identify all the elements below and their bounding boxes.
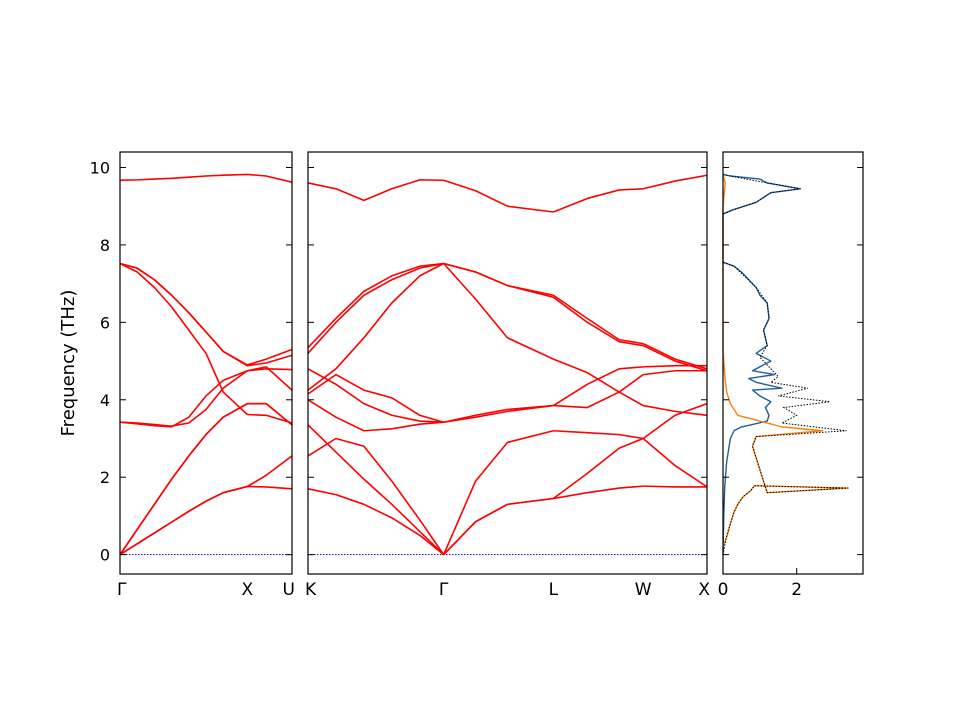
y-tick-label: 8 [100,236,110,255]
phonon-branch-17 [443,262,554,297]
phonon-branch-4 [307,368,444,424]
phonon-branch-8 [307,373,444,423]
phonon-branch-15 [443,262,554,360]
phonon-branch-18 [443,179,554,213]
y-tick-label: 0 [100,546,110,565]
phonon-branch-27 [553,187,644,213]
phonon-branch-24 [553,358,644,407]
dos-curve-2 [722,173,849,555]
phonon-branch-34 [642,344,708,372]
x-tick-label: W [635,580,652,600]
phonon-branch-23 [552,366,644,407]
phonon-branch-26 [552,294,644,345]
x-tick-label: 2 [791,580,802,600]
x-tick-label: X [241,580,253,600]
phonon-branch-4 [119,368,293,428]
phonon-branch-0 [119,485,293,556]
y-tick-label: 10 [90,158,110,177]
x-tick-label: X [698,580,710,600]
phonon-branch-8 [119,262,293,367]
axes-frame [119,151,293,575]
phonon-branch-19 [553,485,644,500]
phonon-branch-20 [552,437,644,500]
phonon-branch-28 [643,485,707,488]
x-tick-label: Γ [439,580,449,600]
x-tick-label: Γ [117,580,127,600]
phonon-branch-29 [642,437,708,488]
phonon-branch-5 [307,262,445,391]
axes-frame [722,151,864,575]
phonon-branch-1 [119,455,293,556]
x-tick-label: 0 [718,580,729,600]
phonon-branch-9 [119,173,293,183]
phonon-branch-2 [119,402,293,556]
phonon-branch-11 [443,497,554,556]
phonon-branch-10 [443,497,554,556]
band-structure-left-panel: 0 2 4 6 8 10 Γ X U [90,151,295,600]
phonon-branch-7 [307,262,444,349]
phonon-branch-33 [643,404,708,417]
phonon-branch-36 [642,174,708,190]
dos-curve-0 [722,173,802,555]
phonon-branch-21 [553,429,644,440]
phonon-branch-5 [119,366,293,427]
phonon-branch-9 [307,179,444,202]
phonon-branch-3 [119,402,293,556]
x-tick-label: K [305,580,317,600]
x-tick-label: L [549,580,559,600]
phonon-branch-25 [552,296,644,347]
phonon-branch-14 [443,404,554,424]
phonon-branch-6 [307,262,444,354]
axes-frame [307,151,708,575]
phonon-branch-13 [443,404,554,424]
y-axis-label: Frequency (THz) [58,290,79,437]
y-tick-label: 2 [100,468,110,487]
phonon-branch-22 [553,373,644,409]
x-tick-label: U [283,580,295,600]
phonon-branch-2 [307,424,445,556]
phonon-branch-30 [642,402,708,440]
y-tick-label: 4 [100,391,110,410]
phonon-branch-1 [307,437,445,556]
phonon-branch-31 [643,369,707,376]
phonon-branch-35 [642,342,708,370]
phonon-branch-12 [442,429,554,555]
y-tick-label: 6 [100,313,110,332]
phonon-branch-6 [119,262,293,424]
phonon-branch-3 [307,399,444,432]
phonon-branch-0 [307,488,445,556]
